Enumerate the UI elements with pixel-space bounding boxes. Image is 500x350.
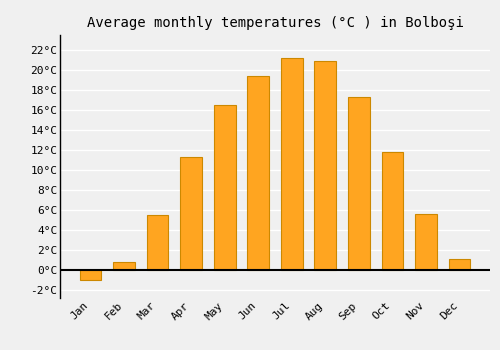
Bar <box>382 152 404 270</box>
Bar <box>248 76 269 270</box>
Bar <box>214 105 236 270</box>
Bar <box>448 259 470 270</box>
Title: Average monthly temperatures (°C ) in Bolboşi: Average monthly temperatures (°C ) in Bo… <box>86 16 464 30</box>
Bar <box>348 97 370 270</box>
Bar <box>415 214 437 270</box>
Bar <box>113 261 135 270</box>
Bar <box>80 270 102 280</box>
Bar <box>314 61 336 270</box>
Bar <box>281 58 302 270</box>
Bar <box>146 215 169 270</box>
Bar <box>180 157 202 270</box>
